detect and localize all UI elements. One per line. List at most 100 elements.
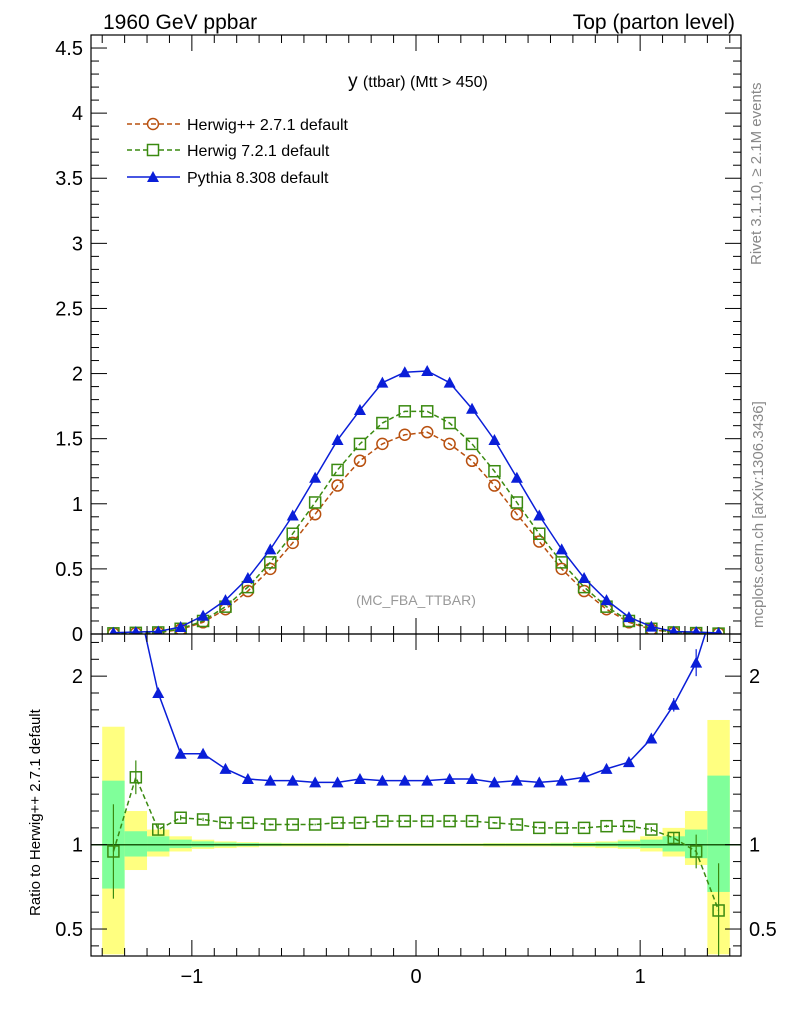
- band-green: [169, 839, 192, 849]
- data-point: [465, 437, 479, 451]
- ratio-data-point: [152, 687, 165, 699]
- ratio-y-tick-label: 1: [72, 835, 83, 857]
- ratio-ylabel: Ratio to Herwig++ 2.7.1 default: [27, 708, 44, 916]
- ratio-data-point: [667, 698, 680, 710]
- ratio-data-point: [308, 818, 322, 831]
- data-point: [398, 366, 411, 378]
- ratio-plot-frame: [90, 633, 742, 957]
- data-point: [578, 572, 591, 584]
- ratio-data-point: [151, 823, 165, 836]
- ratio-data-point: [488, 816, 501, 830]
- ratio-data-point: [264, 818, 277, 831]
- data-point: [353, 437, 367, 451]
- plot-title: y (ttbar) (Mtt > 450): [348, 71, 488, 92]
- band-green: [640, 839, 663, 849]
- ratio-data-point: [130, 586, 142, 597]
- y-tick-label: 1: [72, 494, 83, 516]
- data-point: [669, 625, 679, 634]
- main-plot-data: [107, 364, 725, 634]
- ratio-data-point: [622, 819, 636, 833]
- ratio-data-point: [219, 762, 232, 774]
- data-point: [264, 543, 277, 555]
- x-tick-label: 0: [410, 966, 421, 988]
- ratio-data-point: [578, 771, 591, 783]
- ratio-data-point: [690, 656, 703, 668]
- data-point: [331, 433, 344, 445]
- data-point: [376, 376, 389, 388]
- data-point: [622, 611, 635, 623]
- y-tick-label: 3: [72, 233, 83, 255]
- data-point: [533, 535, 546, 548]
- ratio-data-point: [420, 814, 434, 828]
- data-point: [197, 609, 210, 621]
- analysis-watermark: (MC_FBA_TTBAR): [356, 592, 476, 608]
- series-line: [113, 431, 719, 634]
- ratio-data-point: [376, 814, 389, 828]
- ratio-data-point: [466, 772, 479, 784]
- data-point: [443, 437, 456, 451]
- ratio-data-point: [174, 747, 187, 759]
- data-point: [645, 620, 658, 632]
- ratio-y-tick-label: 2: [72, 666, 83, 688]
- y-tick-label: 2: [72, 364, 83, 386]
- legend-item-herwig7: Herwig 7.2.1 default: [127, 143, 330, 160]
- plot-title-sub: (ttbar) (Mtt > 450): [363, 74, 488, 91]
- ratio-data-point: [465, 814, 479, 828]
- data-point: [331, 463, 344, 477]
- data-point: [465, 454, 479, 468]
- legend: Herwig++ 2.7.1 default Herwig 7.2.1 defa…: [127, 117, 349, 187]
- y-tick-label: 0: [72, 624, 83, 646]
- ratio-data-point: [107, 845, 120, 858]
- x-tick-label: −1: [180, 966, 203, 988]
- data-point: [443, 416, 456, 430]
- ratio-data-point: [197, 747, 210, 759]
- data-point: [353, 454, 367, 468]
- ratio-y-tick-label: 0.5: [55, 919, 83, 941]
- ratio-data-point: [510, 774, 523, 786]
- ratio-data-point: [196, 813, 210, 826]
- main-plot-panel: 0 0.5 1 1.5 2 2.5 3 3.5 4 4.5: [55, 34, 742, 646]
- ratio-data-point: [713, 586, 725, 597]
- data-point: [420, 425, 434, 439]
- data-point: [533, 509, 546, 521]
- ratio-data-point: [353, 772, 366, 784]
- ratio-data-point: [600, 819, 613, 833]
- ratio-plot-data: [91, 552, 741, 956]
- ratio-data-point: [555, 774, 568, 786]
- series-line: [113, 410, 719, 634]
- data-point: [555, 562, 568, 576]
- y-tick-label: 0.5: [55, 559, 83, 581]
- data-point: [555, 543, 568, 555]
- filled-triangle-icon: [147, 171, 159, 182]
- legend-item-herwigpp: Herwig++ 2.7.1 default: [127, 117, 349, 134]
- data-point: [309, 471, 322, 483]
- ratio-data-point: [398, 814, 412, 828]
- ratio-data-point: [107, 552, 119, 563]
- data-point: [353, 404, 366, 416]
- data-point: [331, 479, 344, 492]
- data-point: [219, 594, 232, 606]
- ratio-data-point: [286, 818, 299, 831]
- y-tick-label: 2.5: [55, 298, 83, 320]
- data-point: [308, 496, 322, 509]
- data-point: [691, 626, 701, 634]
- ratio-data-point: [398, 774, 411, 786]
- ratio-data-point: [667, 831, 681, 845]
- data-point: [555, 556, 568, 569]
- ratio-data-point: [645, 823, 658, 836]
- open-square-icon: [146, 143, 160, 157]
- data-point: [398, 428, 412, 442]
- band-green: [124, 831, 148, 857]
- data-point: [109, 626, 118, 634]
- ratio-data-point: [555, 821, 568, 835]
- plot-title-main: y: [348, 71, 358, 92]
- y-tick-label: 3.5: [55, 168, 83, 190]
- ratio-data-point: [331, 776, 344, 788]
- data-point: [714, 626, 723, 634]
- ratio-y-tick-label-right: 0.5: [749, 919, 777, 941]
- ratio-data-point: [309, 776, 322, 788]
- ratio-data-point: [264, 774, 277, 786]
- data-point: [510, 496, 524, 509]
- header-left: 1960 GeV ppbar: [103, 11, 257, 34]
- ratio-y-tick-label-right: 1: [749, 835, 760, 857]
